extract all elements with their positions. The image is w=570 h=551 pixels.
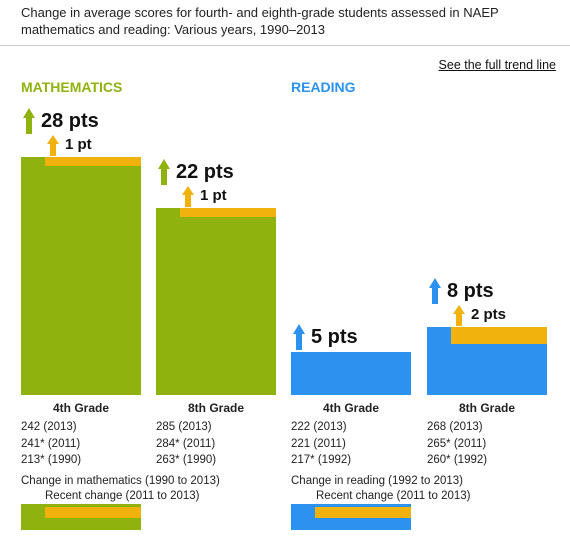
score-line: 268 (2013) <box>427 421 483 433</box>
math-grade8-scores: 285 (2013) 284* (2011) 263* (1990) <box>156 419 216 469</box>
reading-legend-swatch <box>291 504 411 530</box>
reading-legend-recent: Recent change (2011 to 2013) <box>316 490 471 502</box>
score-line: 217* (1992) <box>291 454 352 466</box>
math-legend-total: Change in mathematics (1990 to 2013) <box>21 475 220 487</box>
math-grade8-recent-bar <box>180 208 276 217</box>
reading-grade8-recent-label: 2 pts <box>471 306 507 323</box>
score-line: 285 (2013) <box>156 421 212 433</box>
math-grade8-recent-arrow-icon <box>182 186 194 207</box>
score-line: 284* (2011) <box>156 437 216 450</box>
math-grade8-total-arrow-icon <box>158 159 170 185</box>
math-grade4-total-label: 28 pts <box>41 110 99 132</box>
chart-header: Change in average scores for fourth- and… <box>21 5 499 37</box>
reading-title: READING <box>291 79 356 95</box>
math-legend-swatch <box>21 504 141 530</box>
math-grade8-label: 8th Grade <box>187 401 244 415</box>
score-line: 213* (1990) <box>21 454 82 466</box>
math-grade8-recent-label: 1 pt <box>200 187 227 204</box>
score-line: 221 (2011) <box>291 437 346 450</box>
math-grade8-bar <box>156 208 276 395</box>
reading-grade8-label: 8th Grade <box>458 401 515 415</box>
math-legend-recent-swatch <box>45 507 141 518</box>
score-line: 242 (2013) <box>21 421 77 433</box>
math-legend-recent: Recent change (2011 to 2013) <box>45 490 200 502</box>
math-grade4-recent-arrow-icon <box>47 135 59 156</box>
math-grade4-total-arrow-icon <box>23 108 35 134</box>
reading-grade8-total-label: 8 pts <box>447 280 494 302</box>
reading-grade4-label: 4th Grade <box>322 401 379 415</box>
math-grade4-label: 4th Grade <box>52 401 109 415</box>
reading-grade4-total-arrow-icon <box>293 324 305 350</box>
reading-grade4-bar <box>291 352 411 395</box>
math-title: MATHEMATICS <box>21 79 123 95</box>
math-grade4-bar <box>21 157 141 395</box>
full-trend-link[interactable]: See the full trend line <box>438 58 556 72</box>
math-grade4-recent-label: 1 pt <box>65 136 92 153</box>
math-grade4-recent-bar <box>45 157 141 166</box>
reading-legend-recent-swatch <box>315 507 411 518</box>
reading-legend-total: Change in reading (1992 to 2013) <box>291 475 463 487</box>
reading-grade4-total-label: 5 pts <box>311 326 358 348</box>
score-line: 241* (2011) <box>21 437 81 450</box>
reading-grade8-recent-arrow-icon <box>453 305 465 326</box>
score-line: 263* (1990) <box>156 454 217 466</box>
header-divider <box>0 45 570 46</box>
score-line: 222 (2013) <box>291 421 347 433</box>
reading-grade8-total-arrow-icon <box>429 278 441 304</box>
score-line: 265* (2011) <box>427 437 487 450</box>
score-line: 260* (1992) <box>427 454 488 466</box>
reading-grade8-recent-bar <box>451 327 547 344</box>
math-grade4-scores: 242 (2013) 241* (2011) 213* (1990) <box>21 419 81 469</box>
reading-grade8-scores: 268 (2013) 265* (2011) 260* (1992) <box>427 419 487 469</box>
math-grade8-total-label: 22 pts <box>176 161 234 183</box>
reading-grade4-scores: 222 (2013) 221 (2011) 217* (1992) <box>291 419 351 469</box>
